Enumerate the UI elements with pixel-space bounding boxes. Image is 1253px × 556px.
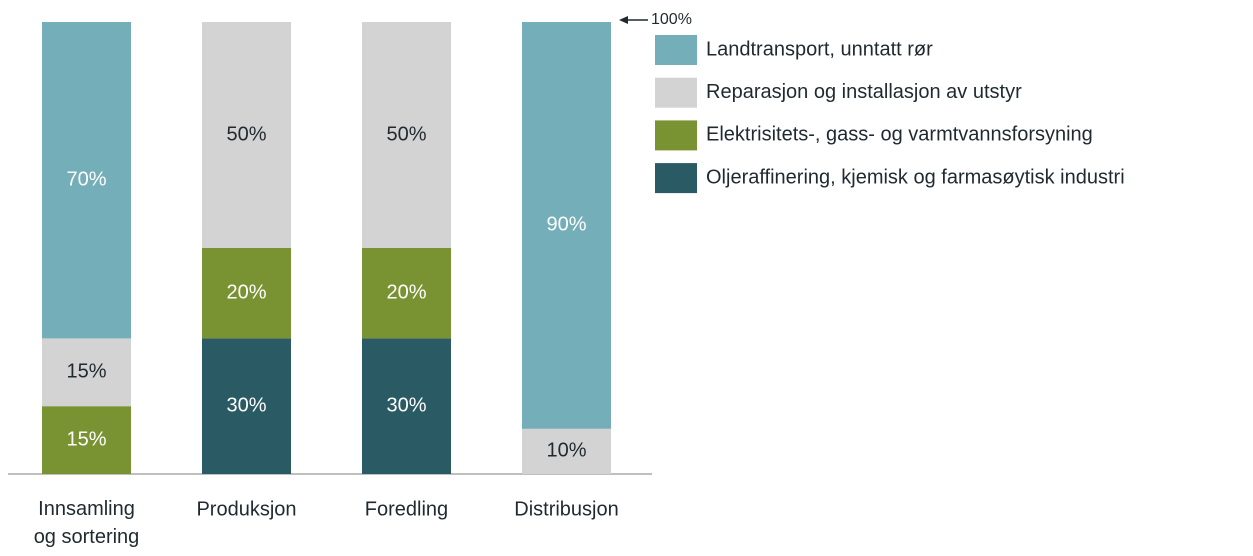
data-label: 10% [546, 440, 586, 462]
bar-segment [202, 338, 291, 474]
data-label: 20% [386, 281, 426, 303]
x-tick-label: Foredling [365, 498, 448, 520]
annotation-arrowhead [619, 16, 628, 24]
x-tick-label: Innsamling og sortering [34, 498, 140, 548]
data-label: 15% [66, 361, 106, 383]
x-tick-label: Distribusjon [514, 498, 618, 520]
legend-label: Elektrisitets-, gass- og varmtvannsforsy… [706, 124, 1093, 146]
bar-segment [42, 338, 131, 407]
bar-segment [522, 22, 611, 429]
bar-segment [362, 22, 451, 248]
x-tick-label: Produksjon [196, 498, 296, 520]
legend-label: Landtransport, unntatt rør [706, 38, 933, 60]
legend-swatch [655, 120, 697, 151]
data-label: 15% [66, 428, 106, 450]
bar-segment [362, 248, 451, 339]
legend-swatch [655, 163, 697, 194]
bar-segment [202, 22, 291, 248]
data-label: 90% [546, 214, 586, 236]
data-label: 30% [386, 394, 426, 416]
legend-swatch [655, 35, 697, 65]
legend-label: Oljeraffinering, kjemisk og farmasøytisk… [706, 166, 1125, 188]
bar-segment [522, 428, 611, 474]
data-label: 50% [386, 123, 426, 145]
legend-label: Reparasjon og installasjon av utstyr [706, 81, 1022, 103]
bar-segment [362, 338, 451, 474]
bar-segment [42, 406, 131, 474]
data-label: 30% [226, 394, 266, 416]
bar-segment [42, 22, 131, 339]
data-label: 70% [66, 168, 106, 190]
data-label: 20% [226, 281, 266, 303]
legend-swatch [655, 77, 697, 108]
bar-segment [202, 248, 291, 339]
data-label: 50% [226, 123, 266, 145]
annotation: 100% [651, 11, 692, 28]
